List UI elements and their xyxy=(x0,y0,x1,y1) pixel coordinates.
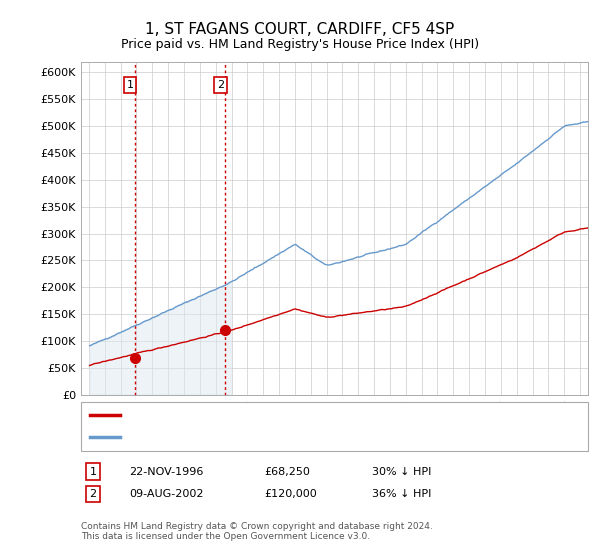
Text: 30% ↓ HPI: 30% ↓ HPI xyxy=(372,466,431,477)
Text: 2: 2 xyxy=(89,489,97,499)
Text: 1: 1 xyxy=(89,466,97,477)
Text: £120,000: £120,000 xyxy=(264,489,317,499)
Text: Price paid vs. HM Land Registry's House Price Index (HPI): Price paid vs. HM Land Registry's House … xyxy=(121,38,479,50)
Text: Contains HM Land Registry data © Crown copyright and database right 2024.
This d: Contains HM Land Registry data © Crown c… xyxy=(81,522,433,542)
Text: 09-AUG-2002: 09-AUG-2002 xyxy=(129,489,203,499)
Text: 2: 2 xyxy=(217,80,224,90)
Text: 1, ST FAGANS COURT, CARDIFF, CF5 4SP: 1, ST FAGANS COURT, CARDIFF, CF5 4SP xyxy=(145,22,455,38)
Text: HPI: Average price, detached house, Cardiff: HPI: Average price, detached house, Card… xyxy=(126,432,354,442)
Text: 1, ST FAGANS COURT, CARDIFF, CF5 4SP (detached house): 1, ST FAGANS COURT, CARDIFF, CF5 4SP (de… xyxy=(126,410,431,421)
Text: 22-NOV-1996: 22-NOV-1996 xyxy=(129,466,203,477)
Text: £68,250: £68,250 xyxy=(264,466,310,477)
Text: 36% ↓ HPI: 36% ↓ HPI xyxy=(372,489,431,499)
Text: 1: 1 xyxy=(127,80,134,90)
